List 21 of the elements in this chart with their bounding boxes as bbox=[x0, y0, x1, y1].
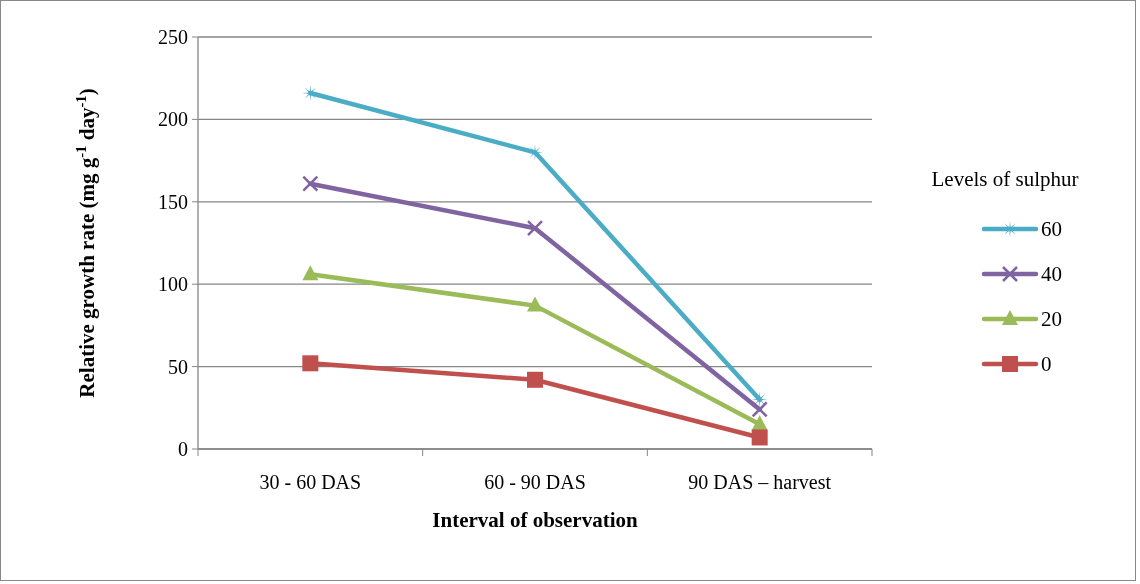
point bbox=[527, 371, 543, 388]
legend-label: 0 bbox=[1041, 352, 1052, 377]
y-tick-label: 150 bbox=[158, 190, 188, 213]
point bbox=[751, 391, 768, 408]
point bbox=[527, 296, 543, 312]
y-tick-label: 250 bbox=[158, 26, 188, 48]
point bbox=[302, 355, 319, 372]
legend-label: 40 bbox=[1041, 262, 1062, 287]
x-tick-label: 30 - 60 DAS bbox=[259, 471, 362, 493]
legend-title: Levels of sulphur bbox=[931, 167, 1079, 191]
y-tick-label: 100 bbox=[158, 273, 188, 296]
y-tick-label: 0 bbox=[178, 438, 188, 460]
y-tick-label: 200 bbox=[158, 108, 188, 131]
point bbox=[302, 265, 319, 281]
x-tick-label: 90 DAS – harvest bbox=[688, 471, 832, 493]
x-axis-title: Interval of observation bbox=[432, 508, 638, 532]
point bbox=[751, 429, 768, 446]
y-tick-label: 50 bbox=[168, 355, 188, 378]
x-tick-label: 60 - 90 DAS bbox=[484, 471, 586, 493]
legend-label: 20 bbox=[1041, 307, 1062, 332]
legend-label: 60 bbox=[1041, 217, 1062, 242]
